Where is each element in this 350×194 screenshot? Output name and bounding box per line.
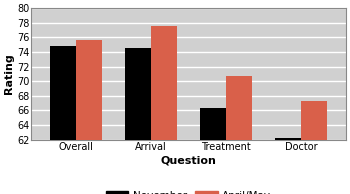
Legend: November, April/May: November, April/May bbox=[102, 187, 275, 194]
X-axis label: Question: Question bbox=[160, 155, 216, 165]
Bar bbox=[275, 138, 301, 140]
Bar bbox=[76, 40, 102, 140]
Bar bbox=[125, 48, 151, 140]
Bar bbox=[226, 76, 252, 140]
Bar bbox=[151, 26, 177, 140]
Y-axis label: Rating: Rating bbox=[4, 54, 14, 94]
Bar bbox=[199, 108, 226, 140]
Bar bbox=[50, 46, 76, 140]
Bar bbox=[301, 101, 327, 140]
